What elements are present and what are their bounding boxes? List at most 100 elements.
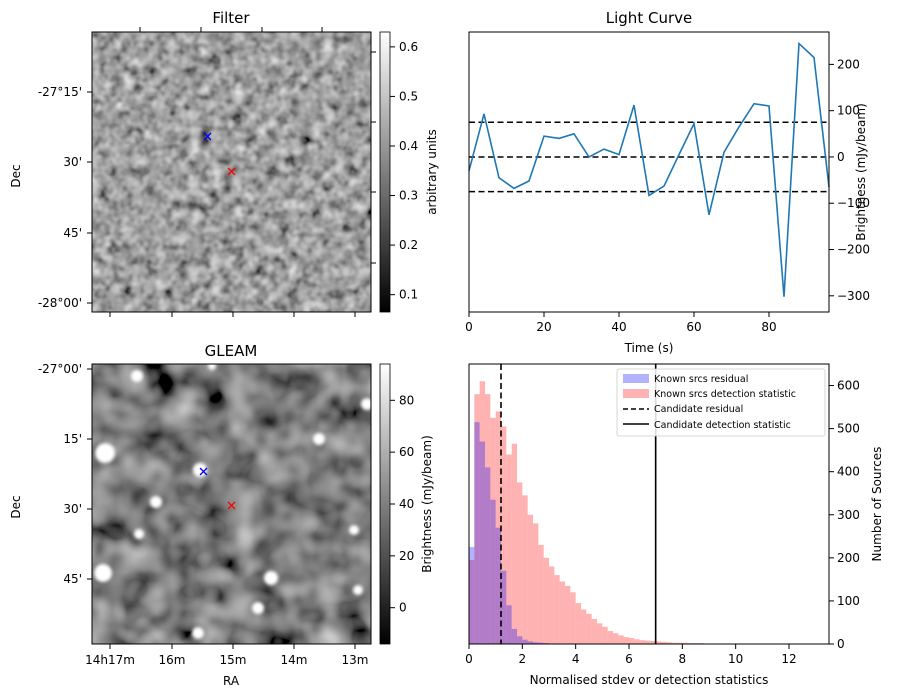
hist-bar-s1-5 [495,411,501,644]
hist-bar-s1-34 [650,640,656,644]
lightcurve-yticklabel-0: 200 [837,57,860,71]
gleam-cbar-ticklabel-1: 60 [399,445,414,459]
histogram-panel: 0 2 4 6 8 10 12 0 100 200 300 400 500 600 Normalised … [465,363,884,687]
hist-bar-s1-13 [538,544,544,644]
hist-bar-s1-37 [666,642,672,644]
gleam-cbar-ticklabel-0: 80 [399,393,414,407]
gleam-frame [91,363,372,645]
filter-cbar-ticklabel-1: 0.2 [399,238,418,252]
lightcurve-yticklabel-5: −300 [837,289,870,303]
hist-yticklabel-0: 0 [837,637,845,651]
gleam-red-marker [227,501,236,510]
hist-xticklabel-0: 0 [465,652,473,666]
hist-bar-s1-30 [629,637,635,644]
hist-bar-s0-6 [501,570,507,644]
filter-ytick-2: 45' [63,226,82,240]
hist-bar-s0-7 [506,605,512,644]
filter-blue-marker [203,132,212,141]
hist-xticklabel-4: 8 [679,652,687,666]
hist-bar-s1-6 [501,426,507,644]
hist-xticklabel-2: 4 [572,652,580,666]
hist-bar-s1-25 [602,626,608,644]
hist-bar-s1-39 [677,642,683,644]
legend-box [616,368,826,437]
hist-bar-s0-1 [474,422,480,644]
hist-yticklabel-3: 300 [837,508,860,522]
hist-bar-s1-7 [506,454,512,644]
lightcurve-yticklabel-2: 0 [837,150,845,164]
filter-cbar-ticklabel-0: 0.1 [399,288,418,302]
hist-xticklabel-3: 6 [625,652,633,666]
gleam-xlabel: RA [223,674,240,688]
hist-bar-s1-19 [570,592,576,644]
lightcurve-xticklabel-3: 60 [686,320,701,334]
hist-bar-s1-2 [479,381,485,644]
hist-bar-s1-1 [474,394,480,644]
histogram-ylabel: Number of Sources [870,447,884,562]
histogram-legend: Known srcs residual Known srcs detection… [616,368,826,437]
gleam-cbar-ticklabel-2: 40 [399,497,414,511]
gleam-blue-marker [199,467,208,476]
gleam-bright-sources [94,362,373,639]
hist-bar-s1-4 [490,417,496,644]
lightcurve-frame [468,31,830,313]
hist-yticklabel-2: 200 [837,551,860,565]
legend-label-candidate-residual: Candidate residual [654,404,743,415]
filter-frame [91,31,372,313]
filter-ytick-1: 30' [63,155,82,169]
hist-bar-s0-8 [511,628,517,644]
hist-bar-s0-10 [522,639,528,644]
hist-yticklabel-4: 400 [837,465,860,479]
hist-bar-s1-32 [639,640,645,644]
histogram-xlabel: Normalised stdev or detection statistics [530,673,769,687]
hist-yticklabel-1: 100 [837,594,860,608]
filter-ylabel: Dec [9,164,23,187]
gleam-ylabel: Dec [9,495,23,518]
lightcurve-xticklabel-4: 80 [761,320,776,334]
hist-bar-s1-10 [522,495,528,644]
lightcurve-yticklabel-3: −100 [837,196,870,210]
hist-bar-s0-11 [527,641,533,644]
hist-bar-s1-35 [655,641,661,644]
filter-colorbar-ticks: 0.1 0.2 0.3 0.4 0.5 0.6 [390,40,418,302]
lightcurve-xlabel: Time (s) [624,341,674,355]
lightcurve-yticklabel-1: 100 [837,104,860,118]
hist-bar-s1-14 [543,557,549,644]
hist-bar-s1-24 [597,623,603,644]
hist-bar-s1-20 [575,603,581,644]
hist-bar-s0-5 [495,527,501,644]
gleam-colorbar-ticks: 80 60 40 20 0 [390,393,414,615]
filter-cbar-ticklabel-5: 0.6 [399,40,418,54]
hist-bar-s1-18 [565,585,571,644]
hist-bar-s1-38 [671,642,677,644]
lightcurve-ylabel: Brightness (mJy/beam) [854,103,868,241]
hist-bar-s1-29 [623,637,629,644]
gleam-title: GLEAM [205,342,258,360]
gleam-ytick-2: 30' [63,502,82,516]
lightcurve-panel: Light Curve 0 20 40 60 80 200 100 0 −100 −200 −300… [465,9,870,355]
hist-bar-s0-9 [517,636,523,644]
histogram-frame [468,363,830,645]
filter-colorbar [379,31,391,313]
gleam-image [92,364,371,644]
hist-bar-s1-31 [634,639,640,644]
gleam-cbar-ticklabel-3: 20 [399,549,414,563]
hist-bar-s1-26 [607,631,613,644]
filter-ytick-3: -28°00' [38,296,82,310]
hist-bar-s1-27 [613,633,619,644]
legend-label-detection: Known srcs detection statistic [654,389,796,400]
filter-cbar-ticklabel-3: 0.4 [399,139,418,153]
lightcurve-yticklabel-4: −200 [837,243,870,257]
gleam-xtick-0: 14h17m [85,653,135,667]
lightcurve-xticklabel-1: 20 [536,320,551,334]
filter-red-marker [227,167,236,176]
gleam-panel: GLEAM -27°00' 15' 30 [9,342,434,688]
filter-title: Filter [212,9,250,27]
hist-bar-s1-40 [682,642,688,644]
gleam-ticks [87,368,356,649]
hist-xticklabel-1: 2 [519,652,527,666]
histogram-plot-area: 0 2 4 6 8 10 12 0 100 200 300 400 500 600 [465,364,860,666]
lightcurve-xticklabel-2: 40 [611,320,626,334]
hist-yticklabel-6: 600 [837,379,860,393]
